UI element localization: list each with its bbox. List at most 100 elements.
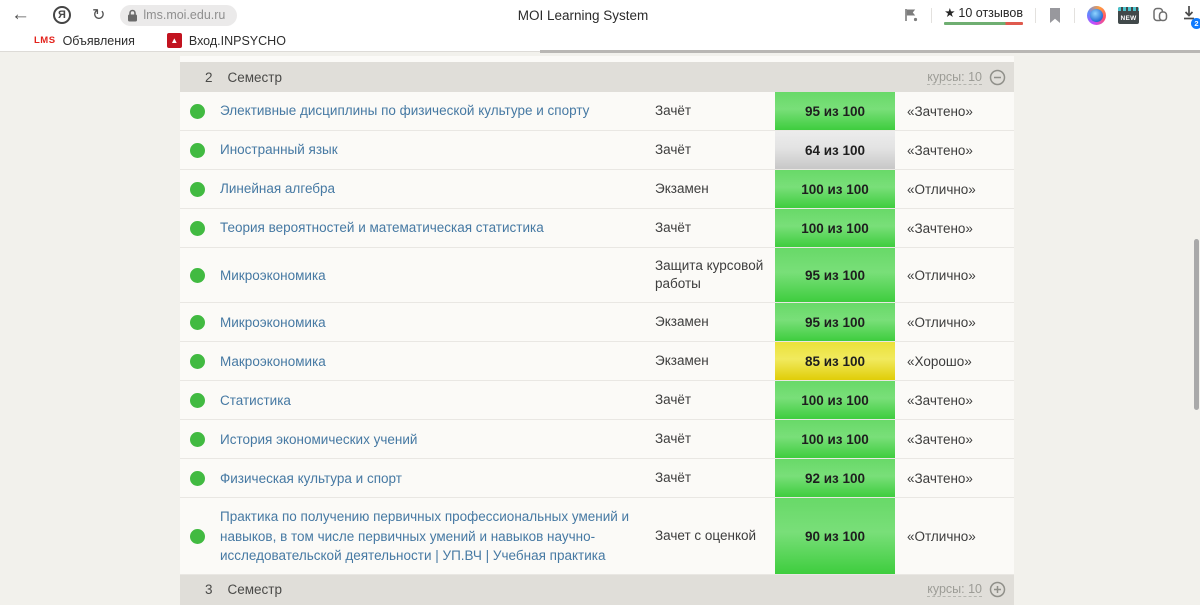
course-row: Линейная алгебра Экзамен 100 из 100 «Отл…	[180, 170, 1014, 209]
status-dot-icon	[190, 181, 205, 197]
score-cell: 85 из 100	[775, 342, 895, 381]
toolbar-divider	[1035, 7, 1036, 23]
star-icon: ★	[944, 6, 956, 20]
course-link[interactable]: История экономических учений	[220, 431, 418, 447]
grade-text: «Зачтено»	[907, 103, 973, 119]
status-cell	[180, 170, 220, 208]
grade-text: «Зачтено»	[907, 431, 973, 447]
course-row: Физическая культура и спорт Зачёт 92 из …	[180, 459, 1014, 499]
download-icon[interactable]: 2	[1181, 4, 1200, 29]
course-link[interactable]: Практика по получению первичных професси…	[220, 509, 630, 563]
score-cell: 90 из 100	[775, 498, 895, 574]
subject-cell: Макроэкономика	[220, 342, 655, 380]
status-cell	[180, 131, 220, 169]
scrollbar-thumb[interactable]	[1194, 239, 1199, 410]
course-link[interactable]: Физическая культура и спорт	[220, 470, 402, 486]
grade-text: «Отлично»	[907, 267, 976, 283]
assessment-type: Зачёт	[655, 431, 692, 447]
status-cell	[180, 342, 220, 380]
course-link[interactable]: Линейная алгебра	[220, 181, 336, 197]
extension-new-icon[interactable]: NEW	[1118, 6, 1139, 24]
course-rows: Элективные дисциплины по физической куль…	[180, 92, 1014, 575]
status-dot-icon	[190, 103, 205, 119]
refresh-button[interactable]: ↻	[92, 7, 106, 24]
bookmark-lms[interactable]: LMS Объявления	[34, 34, 135, 48]
status-cell	[180, 498, 220, 573]
assessment-type: Экзамен	[655, 353, 709, 369]
semester-number: 3	[205, 582, 213, 598]
reviews-text: 10 отзывов	[958, 5, 1023, 20]
assessment-type: Зачёт	[655, 102, 692, 118]
address-bar[interactable]: lms.moi.edu.ru	[120, 4, 238, 26]
course-row: Макроэкономика Экзамен 85 из 100 «Хорошо…	[180, 342, 1014, 382]
course-row: Иностранный язык Зачёт 64 из 100 «Зачтен…	[180, 131, 1014, 170]
bookmark-inpsycho[interactable]: ▲ Вход.INPSYCHO	[166, 33, 286, 48]
courses-count-link[interactable]: курсы: 10	[927, 69, 982, 85]
collections-icon[interactable]	[1151, 6, 1169, 24]
subject-cell: Иностранный язык	[220, 131, 655, 169]
expand-icon[interactable]	[989, 581, 1006, 598]
status-cell	[180, 459, 220, 497]
course-row: Статистика Зачёт 100 из 100 «Зачтено»	[180, 381, 1014, 421]
score-cell: 64 из 100	[775, 131, 895, 169]
protect-icon[interactable]	[903, 7, 919, 23]
subject-cell: История экономических учений	[220, 420, 655, 458]
score-cell: 95 из 100	[775, 248, 895, 303]
lms-favicon: LMS	[34, 35, 56, 46]
browser-toolbar: ← Я ↻ lms.moi.edu.ru MOI Learning System…	[0, 0, 1200, 30]
status-dot-icon	[190, 528, 205, 544]
collapse-icon[interactable]	[989, 69, 1006, 86]
url-text: lms.moi.edu.ru	[143, 8, 226, 22]
status-dot-icon	[190, 220, 205, 236]
course-link[interactable]: Статистика	[220, 392, 291, 408]
course-row: История экономических учений Зачёт 100 и…	[180, 420, 1014, 460]
score-cell: 100 из 100	[775, 420, 895, 459]
status-dot-icon	[190, 392, 205, 408]
course-link[interactable]: Теория вероятностей и математическая ста…	[220, 220, 544, 236]
course-link[interactable]: Микроэкономика	[220, 267, 326, 283]
status-cell	[180, 92, 220, 130]
lock-icon	[128, 9, 138, 21]
assessment-type: Зачёт	[655, 141, 692, 157]
score-cell: 92 из 100	[775, 459, 895, 498]
rating-bar	[944, 22, 1023, 25]
bookmark-label: Объявления	[62, 33, 135, 48]
grade-text: «Зачтено»	[907, 470, 973, 486]
inpsycho-favicon: ▲	[166, 33, 182, 48]
subject-cell: Статистика	[220, 381, 655, 419]
extension-browser-icon[interactable]	[1087, 5, 1106, 25]
grade-text: «Зачтено»	[907, 142, 973, 158]
score-cell: 100 из 100	[775, 381, 895, 420]
back-button[interactable]: ←	[11, 4, 30, 25]
bookmark-icon[interactable]	[1048, 7, 1062, 24]
download-badge: 2	[1191, 18, 1200, 29]
course-link[interactable]: Элективные дисциплины по физической куль…	[220, 103, 590, 119]
status-dot-icon	[190, 431, 205, 447]
semester-label: Семестр	[227, 582, 283, 598]
score-cell: 100 из 100	[775, 209, 895, 247]
subject-cell: Микроэкономика	[220, 303, 655, 341]
assessment-type: Экзамен	[655, 180, 709, 196]
course-row: Микроэкономика Экзамен 95 из 100 «Отличн…	[180, 303, 1014, 343]
course-link[interactable]: Микроэкономика	[220, 314, 326, 330]
subject-cell: Линейная алгебра	[220, 170, 655, 208]
course-row: Микроэкономика Защита курсовой работы 95…	[180, 248, 1014, 304]
course-link[interactable]: Макроэкономика	[220, 353, 326, 369]
semester-header: 2 Семестр курсы: 10	[180, 62, 1014, 92]
bookmark-label: Вход.INPSYCHO	[188, 33, 286, 48]
toolbar-divider	[1074, 7, 1075, 23]
score-cell: 100 из 100	[775, 170, 895, 208]
courses-count-link[interactable]: курсы: 10	[927, 582, 982, 598]
assessment-type: Зачёт	[655, 470, 692, 486]
semester-number: 2	[205, 69, 213, 85]
subject-cell: Физическая культура и спорт	[220, 459, 655, 497]
grade-text: «Зачтено»	[907, 220, 973, 236]
status-dot-icon	[190, 142, 205, 158]
yandex-button[interactable]: Я	[53, 6, 71, 24]
course-row: Элективные дисциплины по физической куль…	[180, 92, 1014, 131]
course-link[interactable]: Иностранный язык	[220, 142, 338, 158]
assessment-type: Зачёт	[655, 392, 692, 408]
semester-panel: 2 Семестр курсы: 10 Элективные дисциплин…	[180, 56, 1014, 605]
reviews-widget[interactable]: ★ 10 отзывов	[944, 5, 1023, 25]
status-cell	[180, 209, 220, 247]
